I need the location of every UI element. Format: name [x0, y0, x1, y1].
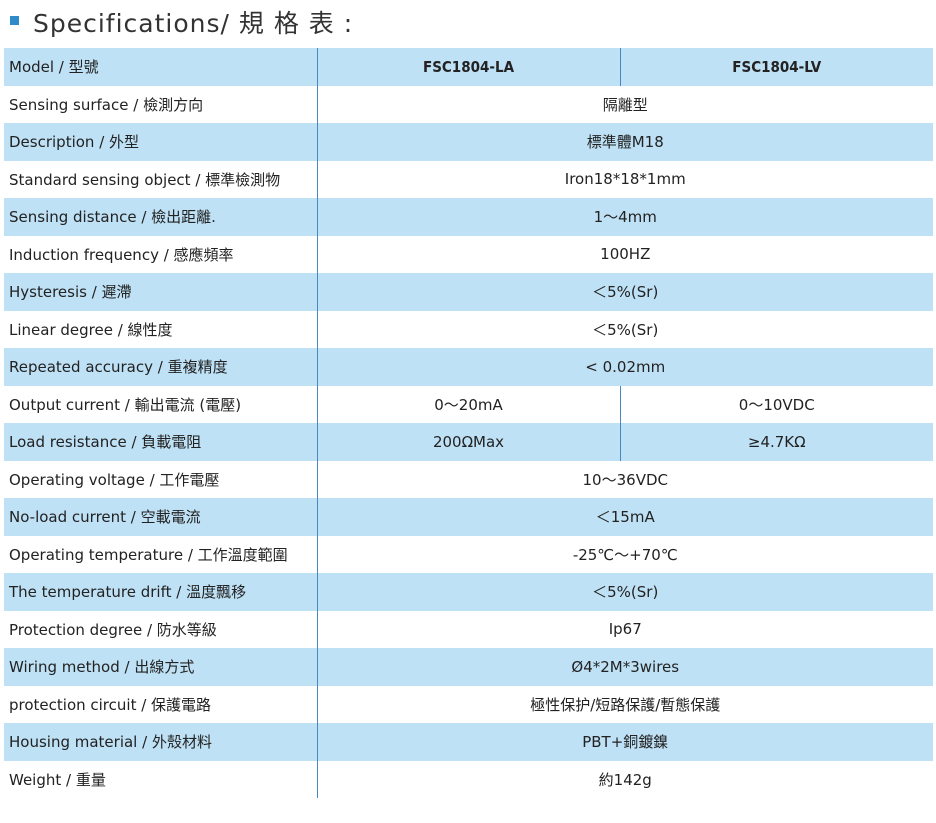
row-value: -25℃～+70℃: [317, 535, 933, 573]
row-value: 約142g: [317, 760, 933, 798]
table-row: Standard sensing object / 標準檢測物 Iron18*1…: [4, 160, 933, 198]
row-value: PBT+銅鍍鎳: [317, 723, 933, 761]
row-label: Weight / 重量: [4, 760, 318, 798]
row-value: 標準體M18: [317, 123, 933, 161]
model-header-lv: FSC1804-LV: [620, 48, 933, 86]
row-value: Iron18*18*1mm: [317, 160, 933, 198]
table-row: Sensing distance / 檢出距離. 1～4mm: [4, 198, 933, 236]
table-row: Operating temperature / 工作溫度範圍 -25℃～+70℃: [4, 535, 933, 573]
row-value: ＜5%(Sr): [317, 573, 933, 611]
table-row: Protection degree / 防水等級 Ip67: [4, 610, 933, 648]
row-value: ＜5%(Sr): [317, 273, 933, 311]
row-value: < 0.02mm: [317, 348, 933, 386]
table-row: Wiring method / 出線方式 Ø4*2M*3wires: [4, 648, 933, 686]
table-row: Hysteresis / 遲滯 ＜5%(Sr): [4, 273, 933, 311]
table-row: Induction frequency / 感應頻率 100HZ: [4, 235, 933, 273]
table-row: Weight / 重量 約142g: [4, 760, 933, 798]
row-label: Wiring method / 出線方式: [4, 648, 318, 686]
row-value-la: 0～20mA: [317, 385, 621, 423]
row-label: Induction frequency / 感應頻率: [4, 235, 318, 273]
table-row: protection circuit / 保護電路 極性保护/短路保護/暫態保護: [4, 685, 933, 723]
row-label: Sensing distance / 檢出距離.: [4, 198, 318, 236]
section-heading: Specifications/ 規 格 表 :: [0, 0, 936, 48]
table-row: No-load current / 空載電流 ＜15mA: [4, 498, 933, 536]
row-value: ＜15mA: [317, 498, 933, 536]
row-label: Linear degree / 線性度: [4, 310, 318, 348]
row-value: 隔離型: [317, 85, 933, 123]
row-label: Housing material / 外殼材料: [4, 723, 318, 761]
row-value-lv: ≥4.7KΩ: [620, 423, 933, 461]
row-label: Hysteresis / 遲滯: [4, 273, 318, 311]
specifications-table: Model / 型號 FSC1804-LA FSC1804-LV Sensing…: [4, 48, 933, 798]
row-label: Model / 型號: [4, 48, 318, 86]
row-label: Protection degree / 防水等級: [4, 610, 318, 648]
row-value-la: 200ΩMax: [317, 423, 621, 461]
table-row: Load resistance / 負載電阻 200ΩMax ≥4.7KΩ: [4, 423, 933, 461]
table-header-row: Model / 型號 FSC1804-LA FSC1804-LV: [4, 48, 933, 86]
row-label: Operating voltage / 工作電壓: [4, 460, 318, 498]
table-row: Operating voltage / 工作電壓 10～36VDC: [4, 460, 933, 498]
row-label: The temperature drift / 溫度飄移: [4, 573, 318, 611]
row-value: 1～4mm: [317, 198, 933, 236]
heading-square-icon: [10, 16, 19, 25]
row-label: Operating temperature / 工作溫度範圍: [4, 535, 318, 573]
row-value: 10～36VDC: [317, 460, 933, 498]
row-value: Ip67: [317, 610, 933, 648]
row-label: Output current / 輸出電流 (電壓): [4, 385, 318, 423]
model-header-la: FSC1804-LA: [317, 48, 621, 86]
row-label: protection circuit / 保護電路: [4, 685, 318, 723]
row-label: Sensing surface / 檢測方向: [4, 85, 318, 123]
table-row: Housing material / 外殼材料 PBT+銅鍍鎳: [4, 723, 933, 761]
table-row: Output current / 輸出電流 (電壓) 0～20mA 0～10VD…: [4, 385, 933, 423]
row-value: ＜5%(Sr): [317, 310, 933, 348]
row-label: Description / 外型: [4, 123, 318, 161]
row-value-lv: 0～10VDC: [620, 385, 933, 423]
row-label: Standard sensing object / 標準檢測物: [4, 160, 318, 198]
row-value: 極性保护/短路保護/暫態保護: [317, 685, 933, 723]
row-value: Ø4*2M*3wires: [317, 648, 933, 686]
row-label: No-load current / 空載電流: [4, 498, 318, 536]
table-row: Repeated accuracy / 重複精度 < 0.02mm: [4, 348, 933, 386]
table-row: Description / 外型 標準體M18: [4, 123, 933, 161]
row-label: Load resistance / 負載電阻: [4, 423, 318, 461]
table-row: Linear degree / 線性度 ＜5%(Sr): [4, 310, 933, 348]
page-title: Specifications/ 規 格 表 :: [33, 9, 354, 38]
table-row: The temperature drift / 溫度飄移 ＜5%(Sr): [4, 573, 933, 611]
table-row: Sensing surface / 檢測方向 隔離型: [4, 85, 933, 123]
row-label: Repeated accuracy / 重複精度: [4, 348, 318, 386]
row-value: 100HZ: [317, 235, 933, 273]
